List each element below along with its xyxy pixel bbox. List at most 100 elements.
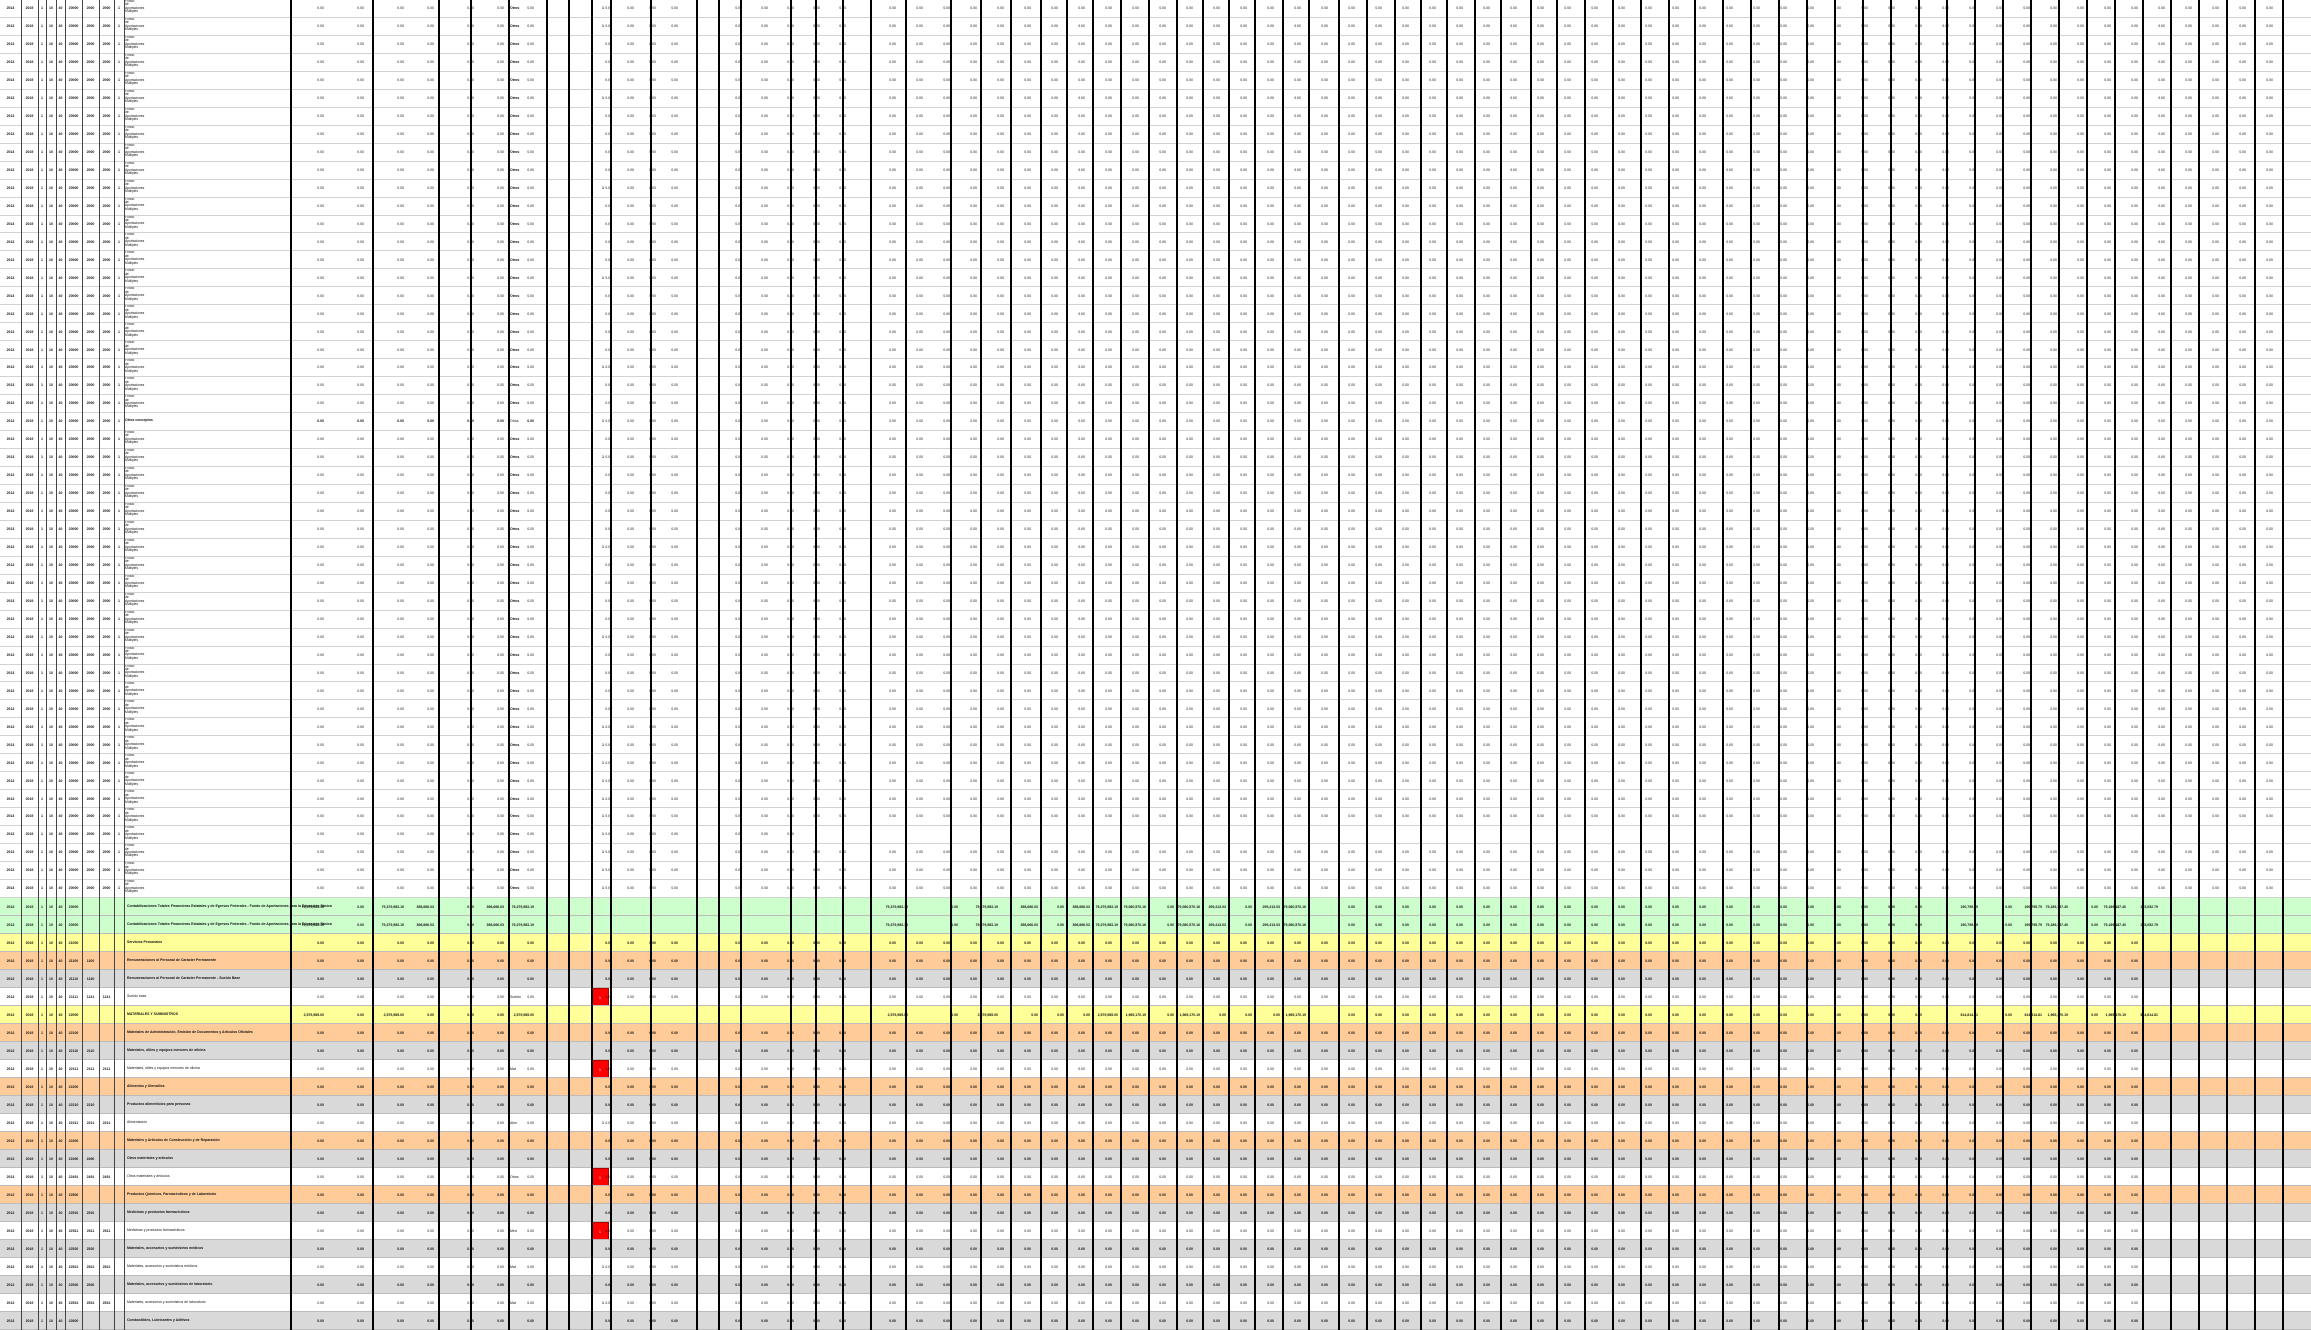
amount-cell: 0.00 (400, 862, 436, 880)
amount-cell: 0.00 (828, 1024, 848, 1042)
amount-cell: 0.00 (724, 862, 744, 880)
amount-cell: 0.00 (1877, 287, 1897, 305)
code-cell: 20000 (65, 144, 82, 162)
amount-cell: 0.00 (1688, 934, 1708, 952)
amount-cell: 0.00 (2039, 395, 2059, 413)
code-cell: 1 (38, 916, 46, 934)
amount-cell: 0.00 (1931, 862, 1951, 880)
amount-cell: 0.00 (1094, 198, 1114, 216)
amount-cell: 79,080,570.16 (1274, 898, 1308, 916)
amount-cell: 0.00 (1013, 808, 1033, 826)
amount-cell: 0.00 (2174, 844, 2194, 862)
row-tag: Mat (510, 1060, 544, 1078)
amount-cell: 0.00 (1877, 844, 1897, 862)
amount-cell: 0.00 (1364, 359, 1384, 377)
amount-cell: 0.00 (1553, 36, 1573, 54)
amount-cell: 0.00 (1499, 1024, 1519, 1042)
amount-cell: 0.00 (2039, 72, 2059, 90)
amount-cell: 0.00 (2255, 467, 2275, 485)
summary-row: 2013 2019 1 10 40 20000 Contabilizaciones Tota… (0, 898, 2311, 916)
amount-cell: 0.00 (2039, 449, 2059, 467)
amount-cell: 0.00 (905, 611, 925, 629)
amount-cell: 0.00 (1958, 305, 1978, 323)
amount-cell: 0.00 (802, 269, 822, 287)
amount-cell: 0.00 (1472, 647, 1492, 665)
row-description-line: Múltiples (125, 765, 164, 768)
amount-cell: 0.00 (1580, 952, 1600, 970)
amount-cell: 0.00 (878, 1024, 898, 1042)
table-row: 2013 2019 1 10 40 20000 2000 2000 1 Fondo de Aporta… (0, 377, 2311, 395)
amount-cell: 0.00 (1634, 611, 1654, 629)
amount-cell: 0.00 (1310, 880, 1330, 898)
amount-cell: 0.00 (500, 593, 536, 611)
amount-cell: 0.00 (2012, 934, 2032, 952)
amount-cell: 0.00 (1310, 593, 1330, 611)
code-cell: 2000 (99, 503, 114, 521)
amount-cell: 0.00 (1094, 970, 1114, 988)
amount-cell: 0.00 (2039, 216, 2059, 234)
amount-cell: 0.00 (1472, 952, 1492, 970)
row-description: Fondo de Aportaciones Múltiples (124, 180, 164, 198)
code-cell: 2013 (0, 72, 21, 90)
amount-cell: 0.00 (2201, 539, 2221, 557)
amount-cell: 0.00 (2255, 682, 2275, 700)
amount-cell: 0.00 (1013, 287, 1033, 305)
amount-cell: 0.00 (1526, 359, 1546, 377)
amount-cell: 0.00 (1553, 700, 1573, 718)
amount-cell: 0.00 (724, 808, 744, 826)
amount-cell: 0.00 (1661, 108, 1681, 126)
amount-cell: 0.00 (1715, 970, 1735, 988)
amount-cell: 0.00 (986, 844, 1006, 862)
amount-cell: 0.00 (1526, 395, 1546, 413)
amount-cell: 0.00 (2201, 180, 2221, 198)
amount-cell: 0.00 (959, 1078, 979, 1096)
amount-cell: 0.00 (660, 539, 680, 557)
amount-cell: 0.00 (1418, 772, 1438, 790)
amount-cell: 0.00 (1796, 611, 1816, 629)
amount-cell: 0.00 (1931, 323, 1951, 341)
row-description: Fondo de Aportaciones Múltiples (124, 826, 164, 844)
amount-cell: 0.00 (1202, 216, 1222, 234)
amount-cell: 0.00 (1823, 287, 1843, 305)
amount-cell: 0.00 (1607, 700, 1627, 718)
amount-cell: 0.00 (1661, 467, 1681, 485)
code-cell: 2019 (21, 395, 38, 413)
code-cell: 1131 (99, 988, 114, 1006)
amount-cell: 0.00 (616, 0, 636, 18)
amount-cell: 0.00 (1499, 162, 1519, 180)
amount-cell: 0.00 (1985, 593, 2005, 611)
amount-cell: 0.00 (2066, 449, 2086, 467)
amount-cell: 2,579,985.00 (490, 1006, 536, 1024)
amount-cell: 0.00 (1769, 970, 1789, 988)
code-cell: 2000 (99, 593, 114, 611)
amount-cell: 0.00 (290, 665, 326, 683)
amount-cell: 0.00 (932, 808, 952, 826)
code-cell: 10 (46, 431, 56, 449)
amount-cell: 0.00 (2120, 665, 2140, 683)
amount-cell: 0.00 (1148, 449, 1168, 467)
row-description: Fondo de Aportaciones Múltiples (124, 126, 164, 144)
amount-cell: 0.00 (1418, 108, 1438, 126)
amount-cell: 0.00 (400, 736, 436, 754)
amount-cell: 0.00 (802, 647, 822, 665)
amount-cell: 0.00 (1688, 772, 1708, 790)
code-cell: 20000 (65, 808, 82, 826)
amount-cell: 0.00 (1661, 790, 1681, 808)
code-cell: 1 (38, 180, 46, 198)
amount-cell: 0.00 (290, 467, 326, 485)
amount-cell: 0.00 (878, 808, 898, 826)
amount-cell: 0.00 (2066, 539, 2086, 557)
amount-cell: 0.00 (1229, 1024, 1249, 1042)
amount-cell: 0.00 (1337, 988, 1357, 1006)
amount-cell: 0.00 (1337, 305, 1357, 323)
code-cell: 1 (114, 413, 124, 431)
code-cell: 2013 (0, 898, 21, 916)
amount-cell: 0.00 (1607, 144, 1627, 162)
amount-cell: 0.00 (594, 216, 614, 234)
amount-cell: 0.00 (1904, 323, 1924, 341)
amount-cell: 0.00 (1769, 772, 1789, 790)
amount-cell: 0.00 (1148, 90, 1168, 108)
amount-cell: 0.00 (1094, 988, 1114, 1006)
amount-cell: 0.00 (1067, 305, 1087, 323)
amount-cell: 0.00 (1526, 72, 1546, 90)
